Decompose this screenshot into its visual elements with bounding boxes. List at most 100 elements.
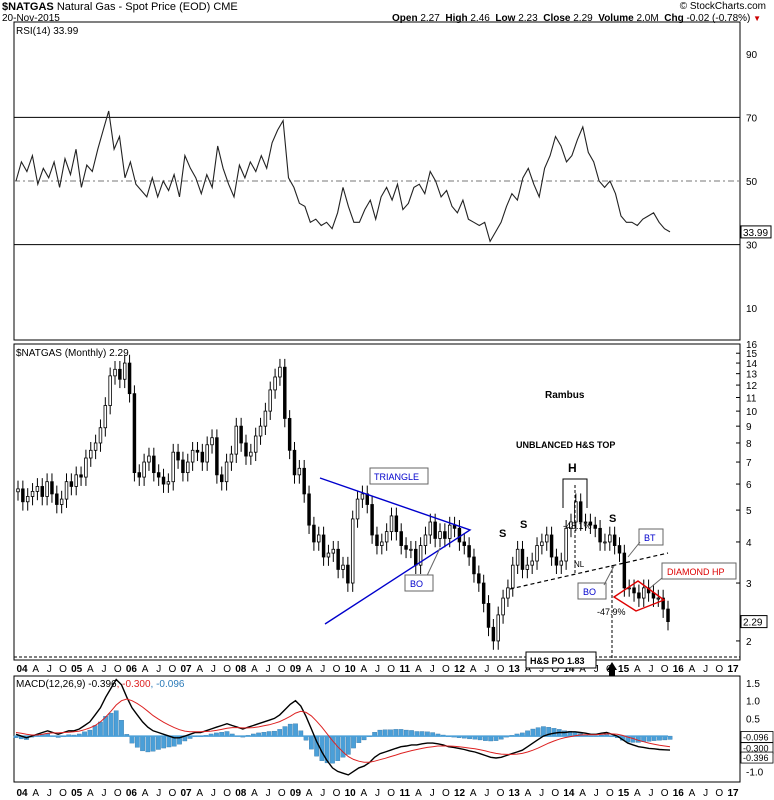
macd-x-tick-label: A [32, 788, 39, 799]
macd-x-tick-label: A [470, 788, 477, 799]
macd-x-tick-label: A [142, 788, 149, 799]
price-candle [389, 515, 394, 533]
price-candle [496, 614, 500, 642]
pct-label-1: -48.1% [563, 521, 592, 531]
price-x-tick-label: 13 [509, 664, 521, 675]
macd-histogram-bar [551, 728, 557, 737]
price-candle [666, 608, 670, 622]
price-candle [341, 564, 345, 570]
macd-x-tick-label: O [278, 788, 286, 799]
price-tick-label: 5 [746, 506, 752, 517]
price-tick-label: 6 [746, 480, 752, 491]
macd-x-tick-label: 11 [400, 788, 411, 799]
price-candle [132, 393, 137, 474]
price-candle [93, 442, 98, 451]
rsi-series-line [15, 110, 671, 243]
price-x-tick-label: A [360, 664, 367, 675]
macd-histogram-bar [530, 728, 536, 737]
macd-x-tick-label: A [579, 788, 586, 799]
macd-histogram-bar [403, 729, 409, 737]
macd-value-label: -0.300 [743, 744, 769, 754]
bo-label-2: BO [583, 587, 596, 597]
price-x-tick-label: J [320, 664, 325, 675]
macd-x-tick-label: A [415, 788, 422, 799]
macd-x-tick-label: A [634, 788, 641, 799]
macd-x-tick-label: 14 [563, 788, 575, 799]
price-candle [598, 527, 602, 543]
neckline [509, 552, 669, 590]
price-candle [530, 560, 534, 566]
macd-x-tick-label: 17 [727, 788, 739, 799]
price-candle [593, 524, 597, 529]
macd-x-tick-label: O [715, 788, 723, 799]
price-candle [418, 545, 423, 566]
exchange: CME [213, 1, 238, 13]
macd-x-tick-label: 08 [235, 788, 247, 799]
price-candle [321, 534, 326, 558]
macd-x-tick-label: A [251, 788, 258, 799]
macd-x-tick-label: A [360, 788, 367, 799]
price-x-tick-label: J [211, 664, 216, 675]
price-candle [234, 425, 239, 455]
price-tick-label: 4 [746, 538, 752, 549]
macd-x-tick-label: 07 [181, 788, 193, 799]
rsi-value-label: 33.99 [743, 228, 768, 239]
rsi-tick-label: 90 [746, 50, 758, 61]
price-candle [578, 501, 583, 523]
macd-histogram-bar [535, 727, 541, 737]
macd-histogram-bar [277, 729, 283, 737]
price-x-tick-label: J [594, 664, 599, 675]
macd-x-tick-label: J [594, 788, 599, 799]
diamond-label: DIAMOND HP [667, 567, 725, 577]
macd-histogram-bar [393, 729, 399, 737]
price-candle [89, 449, 93, 459]
price-candle [414, 548, 418, 566]
macd-x-tick-label: 10 [345, 788, 357, 799]
po-label: H&S PO 1.83 [530, 656, 585, 666]
macd-histogram-bar [129, 735, 135, 744]
price-candle [409, 548, 413, 551]
price-candle [302, 467, 306, 495]
macd-x-tick-label: J [266, 788, 271, 799]
macd-histogram-bar [562, 730, 567, 737]
macd-histogram-bar [398, 729, 404, 737]
price-tick-label: 13 [746, 370, 758, 381]
price-candle [55, 493, 59, 505]
price-candle [113, 368, 117, 377]
macd-x-tick-label: J [320, 788, 325, 799]
price-tick-label: 15 [746, 349, 758, 360]
macd-histogram-bar [340, 735, 346, 758]
price-candle [200, 451, 205, 463]
price-candle [297, 467, 302, 476]
watermark: © StockCharts.com [679, 1, 766, 12]
macd-histogram-bar [92, 725, 98, 737]
price-candle [98, 427, 103, 444]
macd-value-label: -0.396 [743, 753, 769, 763]
macd-line [15, 678, 671, 776]
price-candle [632, 587, 636, 594]
price-x-tick-label: O [278, 664, 286, 675]
price-candle [244, 442, 248, 457]
macd-tick-label: 0.5 [746, 714, 760, 725]
price-candle [491, 626, 496, 642]
price-candle [79, 474, 83, 478]
rsi-legend: RSI(14) 33.99 [16, 26, 79, 37]
price-candle [224, 461, 229, 483]
macd-x-tick-label: 15 [618, 788, 630, 799]
price-x-tick-label: O [59, 664, 67, 675]
price-candle [326, 552, 331, 558]
macd-x-tick-label: O [606, 788, 614, 799]
price-candle [399, 531, 403, 546]
macd-x-tick-label: J [375, 788, 380, 799]
price-x-tick-label: 07 [181, 664, 193, 675]
price-candle [35, 486, 40, 492]
macd-histogram-bar [145, 735, 151, 753]
price-candle [137, 472, 142, 478]
price-x-tick-label: O [333, 664, 341, 675]
price-value-flag [740, 615, 768, 629]
price-candle [506, 587, 510, 599]
price-x-tick-label: A [142, 664, 149, 675]
macd-value-label: -0.096 [743, 732, 769, 742]
po-callout [525, 651, 597, 669]
price-candle [190, 449, 195, 463]
